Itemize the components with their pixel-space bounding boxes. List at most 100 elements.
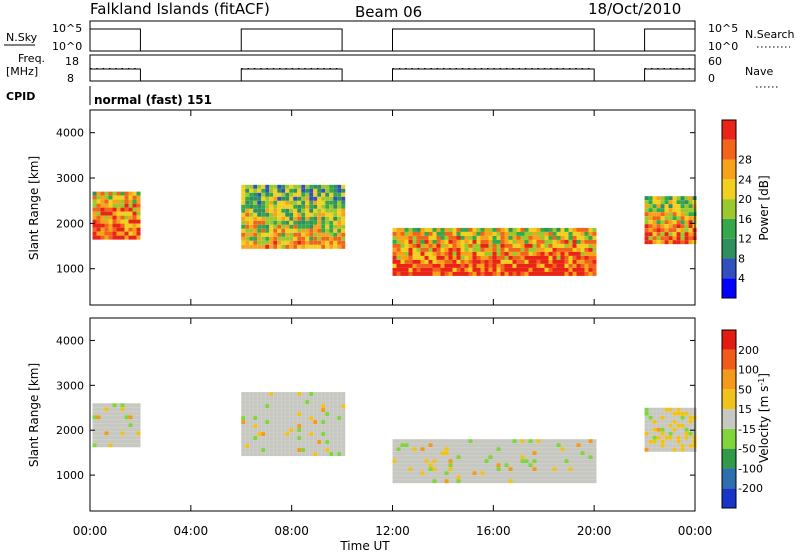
velocity-cell [273, 428, 278, 433]
velocity-cell [313, 436, 318, 441]
colorbar-frame [721, 329, 737, 509]
velocity-cell [253, 392, 258, 397]
nave-label: Nave [745, 65, 773, 78]
velocity-cell [341, 436, 346, 441]
velocity-cell [484, 439, 489, 444]
power-cell [269, 192, 274, 197]
power-cell [528, 239, 533, 244]
velocity-cell [532, 463, 537, 468]
y-tick-label: 1000 [56, 263, 84, 276]
power-cell [520, 271, 525, 276]
velocity-cell [337, 428, 342, 433]
power-cell [680, 236, 685, 241]
power-cell [472, 263, 477, 268]
velocity-cell [277, 436, 282, 441]
power-cell [448, 271, 453, 276]
velocity-cell [241, 432, 246, 437]
power-cell [444, 247, 449, 252]
power-cell [508, 231, 513, 236]
power-cell [456, 235, 461, 240]
velocity-cell [265, 432, 270, 437]
power-cell [540, 231, 545, 236]
velocity-cell [668, 443, 673, 448]
power-cell [588, 239, 593, 244]
power-cell [273, 196, 278, 201]
velocity-cell [564, 455, 569, 460]
power-cell [516, 231, 521, 236]
power-cell [548, 243, 553, 248]
velocity-cell [305, 428, 310, 433]
power-cell [116, 203, 121, 208]
power-cell [245, 188, 250, 193]
power-cell [396, 251, 401, 256]
velocity-cell [580, 463, 585, 468]
velocity-cell [341, 412, 346, 417]
power-cell [281, 232, 286, 237]
power-cell [476, 247, 481, 252]
power-cell [293, 232, 298, 237]
power-cell [132, 231, 137, 236]
velocity-cell [400, 459, 405, 464]
velocity-cell [684, 439, 689, 444]
velocity-cell [652, 439, 657, 444]
power-cell [496, 251, 501, 256]
velocity-cell [317, 452, 322, 457]
power-cell [333, 240, 338, 245]
power-cell [124, 235, 129, 240]
velocity-cell [245, 440, 250, 445]
power-cell [652, 208, 657, 213]
power-cell [416, 251, 421, 256]
nave-dot [676, 68, 678, 70]
power-cell [104, 199, 109, 204]
power-cell [261, 208, 266, 213]
power-cell [341, 196, 346, 201]
power-cell [576, 263, 581, 268]
velocity-cell [432, 447, 437, 452]
power-cell [245, 240, 250, 245]
velocity-cell [277, 452, 282, 457]
colorbar-segment [722, 218, 736, 239]
power-cell [305, 212, 310, 217]
velocity-cell [544, 475, 549, 480]
power-cell [552, 271, 557, 276]
velocity-cell [556, 455, 561, 460]
velocity-cell [688, 423, 693, 428]
power-cell [329, 208, 334, 213]
velocity-cell [448, 471, 453, 476]
power-cell [492, 231, 497, 236]
power-cell [120, 211, 125, 216]
power-cell [329, 204, 334, 209]
velocity-cell [120, 431, 125, 436]
velocity-cell [305, 452, 310, 457]
power-cell [124, 211, 129, 216]
velocity-cell [273, 420, 278, 425]
power-cell [588, 263, 593, 268]
power-cell [285, 228, 290, 233]
power-cell [456, 263, 461, 268]
power-cell [520, 251, 525, 256]
power-cell [265, 200, 270, 205]
velocity-cell [568, 463, 573, 468]
velocity-cell [317, 404, 322, 409]
velocity-cell [241, 404, 246, 409]
power-cell [317, 244, 322, 249]
power-cell [305, 236, 310, 241]
power-cell [400, 247, 405, 252]
power-cell [560, 231, 565, 236]
velocity-cell [285, 416, 290, 421]
power-cell [337, 184, 342, 189]
power-cell [548, 267, 553, 272]
power-cell [321, 200, 326, 205]
power-cell [480, 263, 485, 268]
power-cell [516, 267, 521, 272]
velocity-cell [273, 448, 278, 453]
velocity-cell [436, 451, 441, 456]
velocity-cell [556, 463, 561, 468]
velocity-cell [476, 459, 481, 464]
power-cell [664, 236, 669, 241]
velocity-cell [400, 455, 405, 460]
power-cell [672, 216, 677, 221]
power-cell [552, 227, 557, 232]
velocity-cell [548, 451, 553, 456]
